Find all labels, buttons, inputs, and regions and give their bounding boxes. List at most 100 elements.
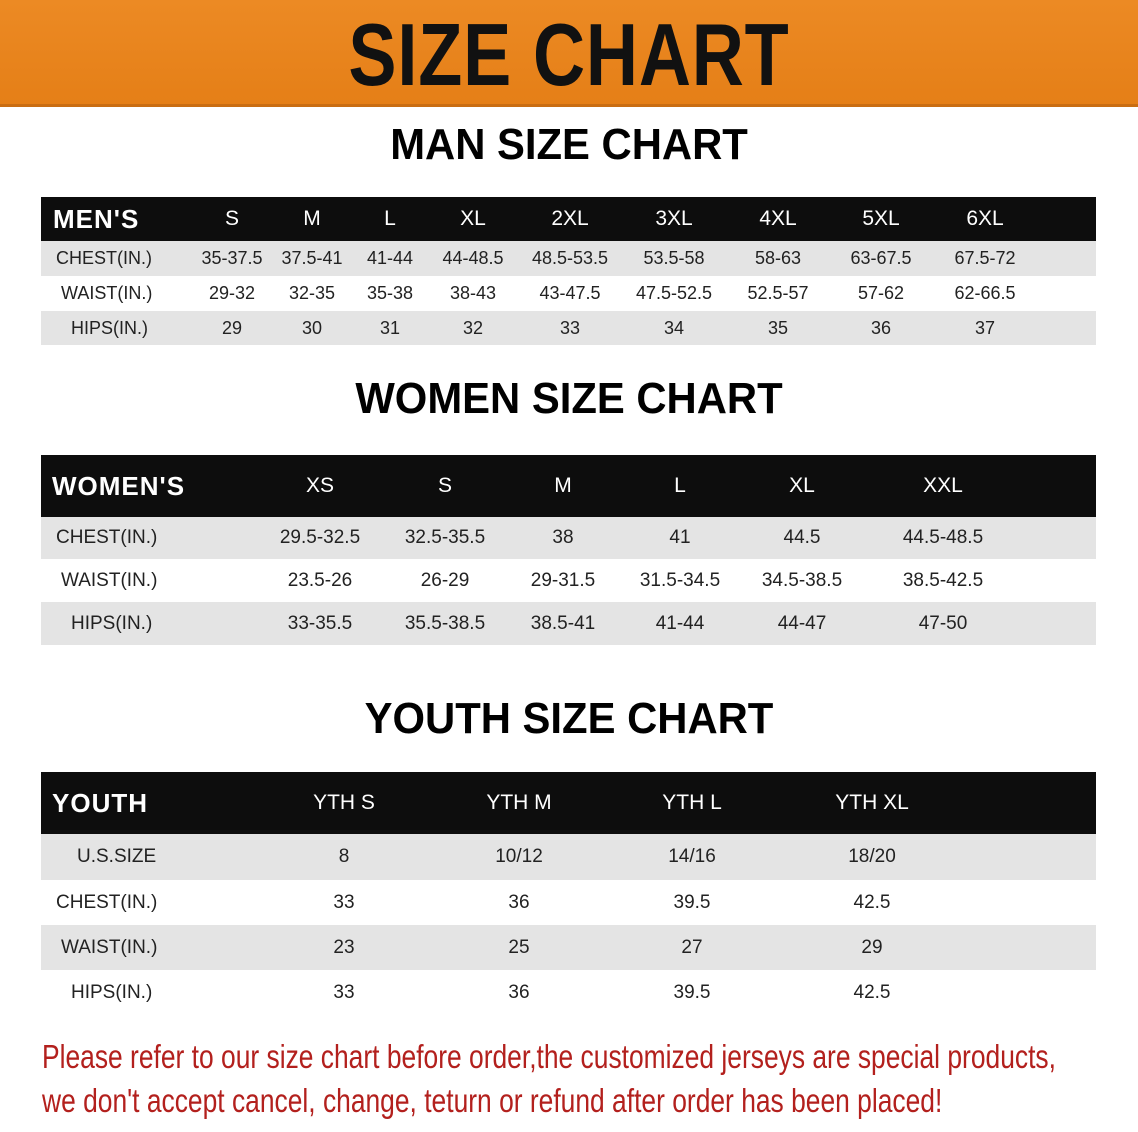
table-cell: 36: [870, 317, 892, 338]
table-cell: 33: [333, 891, 355, 913]
table-cell: 23: [333, 936, 355, 958]
table-cell: 35: [767, 317, 789, 338]
table-cell: 27: [681, 936, 703, 958]
table-cell: 44-47: [777, 612, 827, 634]
size-header-cell: 6XL: [966, 207, 1004, 230]
row-label: HIPS(IN.): [71, 317, 149, 338]
table-cell: 52.5-57: [747, 283, 809, 303]
row-label: HIPS(IN.): [71, 982, 153, 1003]
table-cell: 63-67.5: [850, 248, 912, 268]
size-header-cell: M: [303, 207, 321, 230]
table-row: WAIST(IN.) 23 25 27 29: [41, 925, 1096, 970]
size-header-cell: L: [384, 207, 396, 230]
size-header-cell: YTH M: [486, 791, 552, 814]
table-cell: 44.5: [783, 527, 821, 548]
table-cell: 32: [462, 317, 484, 338]
table-cell: 26-29: [420, 569, 470, 591]
table-cell: 10/12: [495, 846, 543, 867]
table-row: CHEST(IN.) 35-37.5 37.5-41 41-44 44-48.5 48.5…: [41, 241, 1096, 276]
table-header-row: YOUTH YTH S YTH M YTH L YTH XL: [41, 772, 1096, 834]
table-cell: 37: [974, 317, 996, 338]
table-header-row: MEN'S S M L XL 2XL 3XL 4XL 5XL 6XL: [41, 197, 1096, 241]
table-cell: 62-66.5: [954, 283, 1016, 303]
table-cell: 38-43: [449, 283, 497, 303]
table-cell: 42.5: [853, 982, 891, 1003]
table-cell: 35.5-38.5: [404, 612, 486, 634]
table-cell: 33-35.5: [287, 612, 353, 634]
table-row: HIPS(IN.) 29 30 31 32 33 34 35 36 37: [41, 311, 1096, 345]
size-header-cell: YTH S: [313, 791, 375, 814]
order-note-line-2: we don't accept cancel, change, teturn o…: [42, 1082, 943, 1119]
table-cell: 47-50: [918, 612, 968, 634]
page-title: SIZE CHART: [348, 5, 790, 104]
table-cell: 25: [508, 936, 530, 958]
size-header-cell: 4XL: [759, 207, 797, 230]
men-section-title: MAN SIZE CHART: [390, 120, 748, 169]
size-header-cell: M: [554, 474, 572, 497]
size-header-cell: XS: [305, 474, 335, 497]
table-cell: 33: [333, 982, 355, 1003]
table-cell: 36: [508, 982, 530, 1003]
size-header-cell: YTH L: [662, 791, 722, 814]
table-row: CHEST(IN.) 29.5-32.5 32.5-35.5 38 41 44.5 44.5…: [41, 517, 1096, 559]
table-cell: 32-35: [288, 283, 336, 303]
table-cell: 23.5-26: [287, 569, 353, 591]
table-title-cell: MEN'S: [53, 203, 140, 234]
row-label: WAIST(IN.): [61, 569, 158, 591]
table-cell: 48.5-53.5: [531, 248, 609, 268]
table-cell: 41: [669, 527, 691, 548]
row-label: CHEST(IN.): [56, 891, 158, 913]
table-cell: 33: [559, 317, 581, 338]
size-header-cell: 2XL: [551, 207, 589, 230]
size-header-cell: L: [674, 474, 686, 497]
women-section-title: WOMEN SIZE CHART: [355, 374, 783, 423]
table-cell: 8: [338, 846, 350, 867]
table-cell: 29-32: [208, 283, 256, 303]
table-cell: 57-62: [857, 283, 905, 303]
table-row: HIPS(IN.) 33-35.5 35.5-38.5 38.5-41 41-44 44-…: [41, 602, 1096, 645]
table-cell: 34: [663, 317, 685, 338]
table-cell: 43-47.5: [539, 283, 601, 303]
title-banner: SIZE CHART: [0, 0, 1138, 107]
table-cell: 29: [861, 936, 883, 958]
table-cell: 38: [552, 527, 574, 548]
table-cell: 34.5-38.5: [761, 569, 843, 591]
table-title-cell: YOUTH: [52, 787, 148, 818]
table-row: WAIST(IN.) 29-32 32-35 35-38 38-43 43-47.5 47.…: [41, 276, 1096, 311]
table-cell: 32.5-35.5: [404, 527, 486, 548]
row-label: U.S.SIZE: [77, 846, 157, 867]
order-note-line-1: Please refer to our size chart before or…: [42, 1038, 1056, 1075]
table-cell: 29.5-32.5: [279, 527, 361, 548]
table-cell: 18/20: [848, 846, 896, 867]
table-cell: 44.5-48.5: [902, 527, 984, 548]
size-header-cell: 5XL: [862, 207, 900, 230]
table-cell: 39.5: [673, 982, 711, 1003]
table-cell: 41-44: [366, 248, 414, 268]
size-header-cell: YTH XL: [835, 791, 909, 814]
size-header-cell: XXL: [923, 474, 963, 497]
row-label: CHEST(IN.): [56, 248, 152, 268]
table-cell: 35-38: [366, 283, 414, 303]
size-header-cell: XL: [789, 474, 815, 497]
table-title-cell: WOMEN'S: [52, 470, 186, 501]
table-cell: 41-44: [655, 612, 705, 634]
table-row: U.S.SIZE 8 10/12 14/16 18/20: [41, 834, 1096, 880]
table-cell: 38.5-42.5: [902, 569, 984, 591]
table-cell: 35-37.5: [201, 248, 263, 268]
table-cell: 30: [301, 317, 323, 338]
table-cell: 47.5-52.5: [635, 283, 713, 303]
table-cell: 39.5: [673, 891, 711, 913]
table-row: CHEST(IN.) 33 36 39.5 42.5: [41, 880, 1096, 925]
table-cell: 31.5-34.5: [639, 569, 721, 591]
table-row: WAIST(IN.) 23.5-26 26-29 29-31.5 31.5-34.5 34…: [41, 559, 1096, 602]
table-cell: 53.5-58: [643, 248, 705, 268]
row-label: CHEST(IN.): [56, 527, 158, 548]
size-header-cell: 3XL: [655, 207, 693, 230]
table-cell: 29: [221, 317, 243, 338]
table-cell: 36: [508, 891, 530, 913]
table-cell: 29-31.5: [530, 569, 596, 591]
table-cell: 58-63: [754, 248, 802, 268]
table-cell: 42.5: [853, 891, 891, 913]
size-header-cell: S: [437, 474, 453, 497]
table-cell: 67.5-72: [954, 248, 1016, 268]
